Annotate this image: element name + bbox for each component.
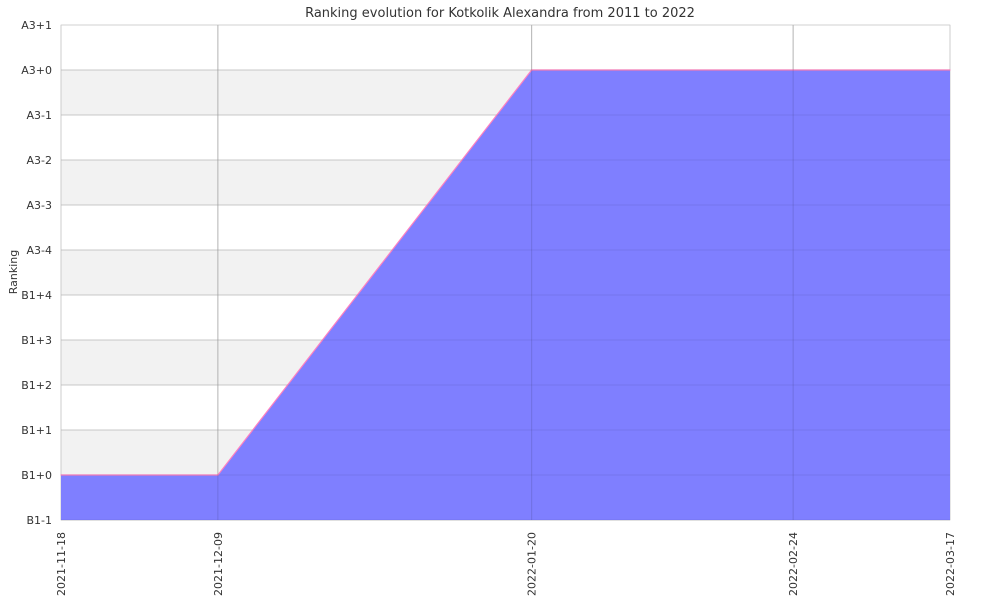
data-point [792, 69, 794, 71]
data-point [217, 474, 219, 476]
y-tick-label: B1+0 [21, 469, 52, 482]
chart-title: Ranking evolution for Kotkolik Alexandra… [305, 6, 695, 21]
y-tick-label: A3-1 [27, 109, 53, 122]
x-tick-label: 2021-11-18 [55, 532, 68, 596]
x-tick-label: 2022-02-24 [787, 532, 800, 596]
y-tick-label: A3+0 [21, 64, 52, 77]
x-tick-label: 2021-12-09 [212, 532, 225, 596]
y-tick-label: B1-1 [26, 514, 52, 527]
data-point [531, 69, 533, 71]
x-tick-label: 2022-01-20 [526, 532, 539, 596]
y-tick-label: A3-4 [27, 244, 53, 257]
series-area [61, 70, 950, 520]
area-layer [60, 69, 951, 520]
x-axis-tick-labels: 2021-11-18 2021-12-09 2022-01-20 2022-02-24… [55, 532, 957, 596]
y-tick-label: A3-3 [27, 199, 53, 212]
y-tick-label: B1+2 [21, 379, 52, 392]
y-tick-label: B1+1 [21, 424, 52, 437]
y-tick-label: B1+3 [21, 334, 52, 347]
background-band [61, 25, 950, 70]
y-axis-label: Ranking [7, 250, 20, 295]
data-point [60, 474, 62, 476]
y-tick-label: A3+1 [21, 19, 52, 32]
overlay-gridlines [61, 25, 950, 521]
y-tick-label: A3-2 [27, 154, 53, 167]
data-point [949, 69, 951, 71]
x-tick-label: 2022-03-17 [944, 532, 957, 596]
y-axis-tick-labels: B1-1 B1+0 B1+1 B1+2 B1+3 B1+4 A3-4 A3-3 A3-2 A3-1… [21, 19, 52, 527]
y-tick-label: B1+4 [21, 289, 52, 302]
